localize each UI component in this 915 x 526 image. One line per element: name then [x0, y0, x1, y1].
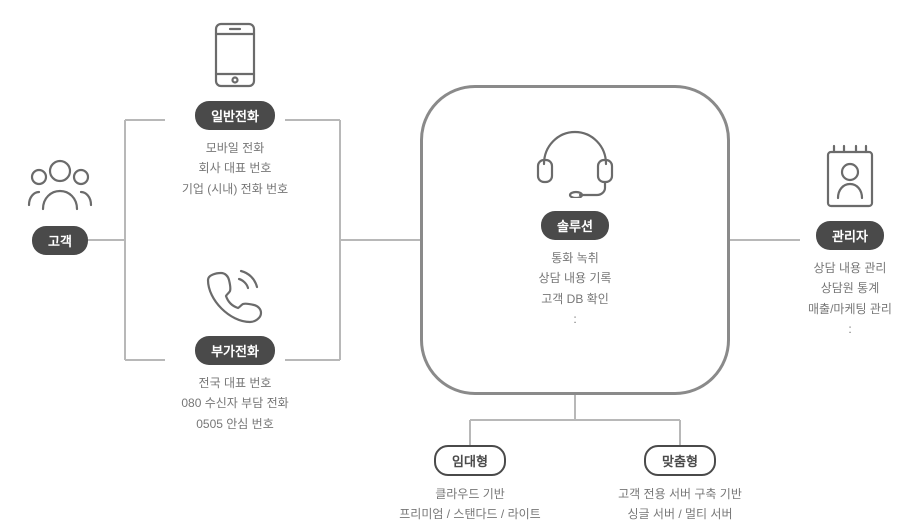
custom-desc: 고객 전용 서버 구축 기반 싱글 서버 / 멀티 서버: [580, 484, 780, 525]
rental-desc: 클라우드 기반 프리미엄 / 스탠다드 / 라이트: [370, 484, 570, 525]
admin-desc: 상담 내용 관리 상담원 통계 매출/마케팅 관리 :: [790, 258, 910, 340]
admin-label: 관리자: [816, 221, 884, 250]
phone-icon: [205, 265, 265, 325]
headset-icon: [530, 118, 620, 198]
custom-label: 맞춤형: [644, 445, 716, 476]
admin-icon: [820, 140, 880, 210]
rental-label: 임대형: [434, 445, 506, 476]
solution-desc: 통화 녹취 상담 내용 기록 고객 DB 확인 :: [423, 248, 727, 330]
general-phone-desc: 모바일 전화 회사 대표 번호 기업 (시내) 전화 번호: [155, 138, 315, 199]
general-phone-label: 일반전화: [195, 101, 275, 130]
solution-label: 솔루션: [541, 211, 609, 240]
custom-node: 맞춤형 고객 전용 서버 구축 기반 싱글 서버 / 멀티 서버: [580, 445, 780, 525]
people-icon: [25, 155, 95, 215]
general-phone-node: 일반전화 모바일 전화 회사 대표 번호 기업 (시내) 전화 번호: [155, 20, 315, 199]
solution-frame: 솔루션 통화 녹취 상담 내용 기록 고객 DB 확인 :: [420, 85, 730, 395]
rental-node: 임대형 클라우드 기반 프리미엄 / 스탠다드 / 라이트: [370, 445, 570, 525]
extra-phone-label: 부가전화: [195, 336, 275, 365]
mobile-icon: [210, 20, 260, 90]
extra-phone-node: 부가전화 전국 대표 번호 080 수신자 부담 전화 0505 안심 번호: [155, 265, 315, 434]
extra-phone-desc: 전국 대표 번호 080 수신자 부담 전화 0505 안심 번호: [155, 373, 315, 434]
admin-node: 관리자 상담 내용 관리 상담원 통계 매출/마케팅 관리 :: [790, 140, 910, 340]
customer-node: 고객: [10, 155, 110, 255]
customer-label: 고객: [32, 226, 88, 255]
